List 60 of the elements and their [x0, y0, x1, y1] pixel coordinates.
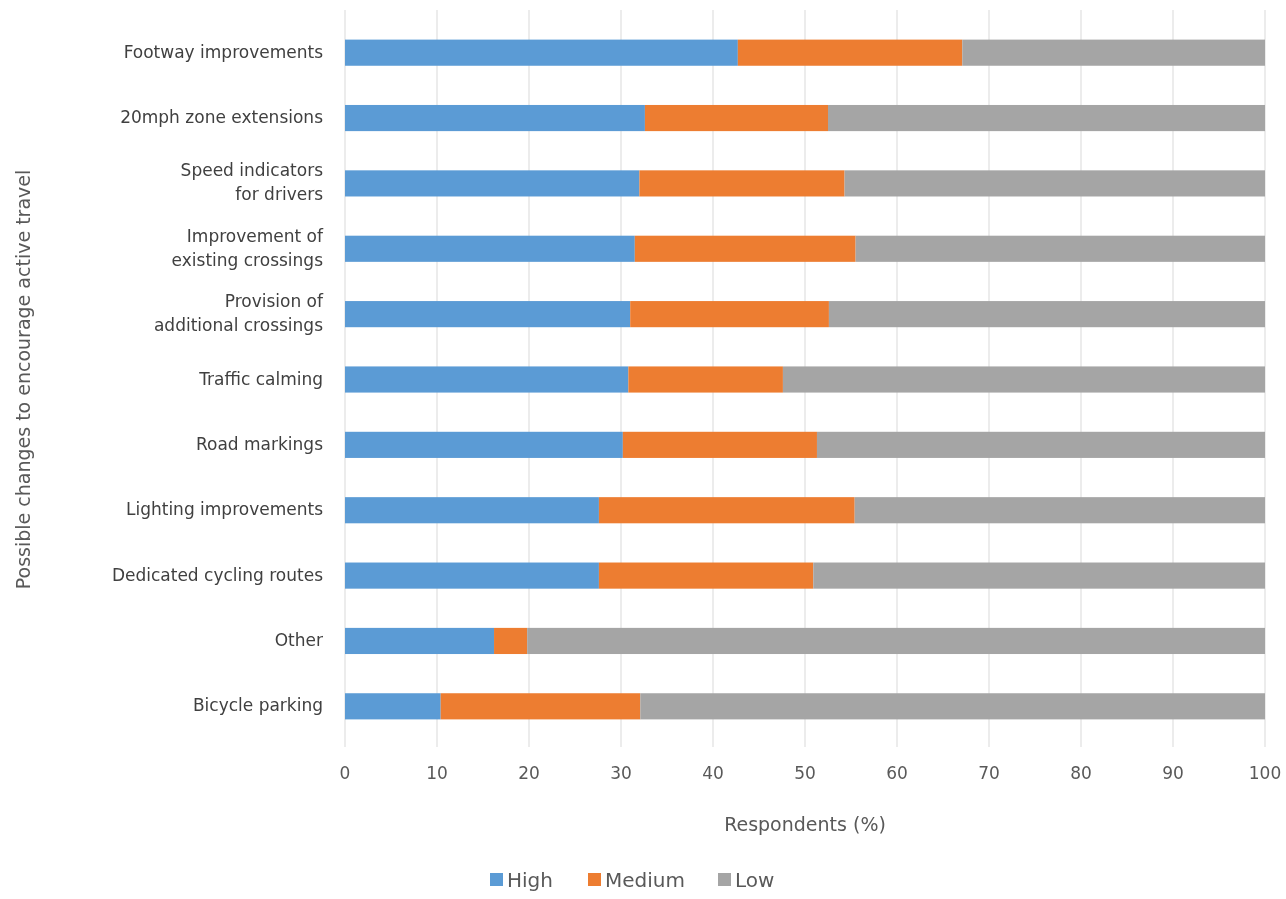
- bar: [345, 497, 599, 524]
- bar: [345, 366, 629, 393]
- bar: [644, 104, 828, 132]
- y-tick-label: Bicycle parking: [192, 695, 323, 716]
- bar: [598, 497, 855, 524]
- bar: [854, 497, 1265, 524]
- bar: [844, 170, 1265, 197]
- legend-label: Medium: [605, 868, 685, 892]
- y-tick-label: Traffic calming: [198, 368, 323, 389]
- bar: [345, 693, 441, 720]
- bar: [527, 627, 1265, 655]
- y-tick-label: Improvement of existing crossings: [171, 225, 325, 270]
- y-tick-label: Provision of additional crossings: [153, 291, 324, 336]
- bar: [622, 431, 817, 458]
- x-tick-label: 40: [702, 763, 724, 783]
- x-axis-title: Respondents (%): [724, 813, 886, 835]
- y-tick-label: Footway improvements: [123, 41, 324, 62]
- bar: [345, 562, 599, 589]
- y-axis-title: Possible changes to encourage active travel: [12, 169, 34, 590]
- bar: [782, 366, 1265, 393]
- x-tick-label: 50: [794, 763, 816, 783]
- x-tick-label: 60: [886, 763, 908, 783]
- bar: [737, 39, 963, 66]
- x-tick-label: 20: [518, 763, 540, 783]
- bar: [634, 235, 856, 262]
- bar: [628, 366, 783, 393]
- x-tick-label: 10: [426, 763, 448, 783]
- y-tick-label: Dedicated cycling routes: [111, 564, 324, 585]
- legend-label: Low: [735, 868, 775, 892]
- bar: [828, 301, 1265, 328]
- bar: [345, 235, 635, 262]
- x-tick-label: 90: [1162, 763, 1184, 783]
- x-tick-label: 100: [1248, 763, 1282, 783]
- bar: [639, 170, 845, 197]
- y-tick-label: Other: [274, 629, 323, 650]
- x-tick-label: 0: [339, 763, 351, 783]
- bar: [345, 104, 645, 132]
- y-tick-label: 20mph zone extensions: [120, 107, 324, 128]
- x-tick-label: 30: [610, 763, 632, 783]
- bar: [855, 235, 1265, 262]
- bar: [345, 39, 738, 66]
- bar: [494, 627, 528, 655]
- bar: [345, 431, 623, 458]
- bar: [828, 104, 1265, 132]
- x-tick-label: 70: [978, 763, 1000, 783]
- legend-label: High: [507, 868, 553, 892]
- bar: [630, 301, 829, 328]
- x-tick-label: 80: [1070, 763, 1092, 783]
- bar: [598, 562, 814, 589]
- bar: [962, 39, 1265, 66]
- bar: [813, 562, 1265, 589]
- y-tick-label: Speed indicators for drivers: [180, 160, 324, 205]
- bar: [440, 693, 641, 720]
- bar: [345, 170, 640, 197]
- bar: [640, 693, 1265, 720]
- y-tick-label: Road markings: [195, 433, 324, 454]
- bar: [345, 627, 495, 655]
- y-tick-label: Lighting improvements: [125, 499, 324, 520]
- bar: [816, 431, 1265, 458]
- bar: [345, 301, 631, 328]
